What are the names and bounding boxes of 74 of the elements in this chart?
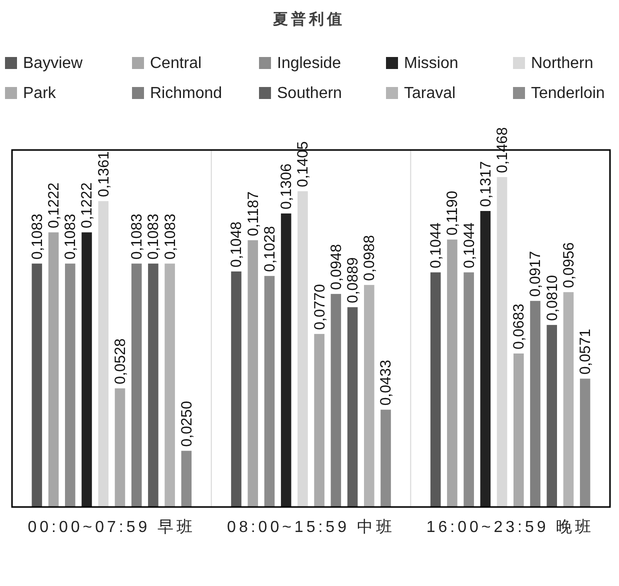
bar bbox=[580, 378, 590, 507]
legend-label: Northern bbox=[531, 55, 594, 72]
data-label: 0,0433 bbox=[378, 360, 395, 406]
bar bbox=[546, 324, 558, 507]
data-label: 0,1187 bbox=[244, 191, 262, 236]
bar bbox=[380, 410, 391, 507]
bar bbox=[447, 240, 458, 507]
bar bbox=[114, 388, 126, 507]
data-label: 0,0250 bbox=[178, 400, 196, 447]
legend-label: Bayview bbox=[23, 55, 84, 72]
bar bbox=[231, 271, 242, 507]
legend-label: Taraval bbox=[404, 85, 456, 102]
data-label: 0,1048 bbox=[228, 222, 246, 268]
legend-label: Mission bbox=[404, 55, 458, 72]
bar bbox=[98, 201, 109, 507]
data-label: 0,1044 bbox=[428, 222, 445, 268]
data-label: 0,1083 bbox=[162, 214, 179, 260]
bar bbox=[164, 264, 175, 507]
bar bbox=[64, 264, 76, 507]
bar bbox=[464, 272, 474, 507]
x-tick-label: 00:00~07:59 早班 bbox=[26, 518, 197, 538]
bar bbox=[32, 264, 42, 507]
legend-label: Park bbox=[23, 85, 57, 102]
data-label: 0,1468 bbox=[494, 127, 512, 174]
data-label: 0,0770 bbox=[311, 284, 328, 330]
bar bbox=[48, 232, 59, 507]
bar bbox=[347, 307, 358, 507]
x-tick-label: 08:00~15:59 中班 bbox=[226, 518, 396, 538]
data-label: 0,1083 bbox=[128, 214, 146, 260]
data-label: 0,1083 bbox=[62, 214, 80, 260]
data-label: 0,0810 bbox=[544, 275, 561, 321]
legend-label: Southern bbox=[277, 85, 342, 102]
data-label: 0,1044 bbox=[460, 222, 478, 268]
bar bbox=[530, 300, 540, 507]
legend-label: Tenderloin bbox=[531, 85, 605, 102]
bar bbox=[480, 210, 491, 507]
data-label: 0,1083 bbox=[28, 214, 46, 260]
bar bbox=[330, 294, 342, 507]
data-label: 0,1083 bbox=[145, 214, 162, 260]
data-label: 0,0683 bbox=[510, 304, 528, 350]
bar bbox=[131, 264, 142, 507]
bar bbox=[430, 272, 441, 507]
bar bbox=[298, 191, 308, 507]
bar bbox=[496, 177, 508, 507]
data-label: 0,1306 bbox=[278, 164, 296, 210]
legend-label: Richmond bbox=[150, 85, 222, 102]
x-tick-label: 16:00~23:59 晚班 bbox=[425, 518, 596, 538]
legend-label: Central bbox=[150, 55, 202, 72]
data-label: 0,0948 bbox=[328, 244, 345, 290]
data-label: 0,0889 bbox=[344, 257, 362, 304]
data-label: 0,0917 bbox=[527, 251, 544, 297]
data-label: 0,0988 bbox=[361, 235, 378, 281]
data-label: 0,1222 bbox=[46, 182, 63, 228]
legend-label: Ingleside bbox=[277, 55, 342, 72]
bar bbox=[82, 232, 92, 507]
data-label: 0,0956 bbox=[560, 242, 578, 288]
bar bbox=[248, 240, 258, 507]
bar bbox=[513, 353, 524, 507]
data-label: 0,1190 bbox=[444, 190, 462, 236]
data-label: 0,0571 bbox=[577, 328, 594, 375]
bar bbox=[314, 334, 324, 507]
data-label: 0,1028 bbox=[261, 226, 278, 272]
bar bbox=[148, 264, 158, 507]
bar bbox=[563, 292, 574, 507]
bar bbox=[264, 276, 275, 507]
data-label: 0,1222 bbox=[78, 182, 96, 228]
bar bbox=[181, 450, 192, 507]
chart-title: 夏普利值 bbox=[272, 10, 345, 28]
bar bbox=[364, 284, 374, 507]
data-label: 0,1317 bbox=[477, 161, 494, 207]
bar bbox=[280, 213, 292, 507]
data-label: 0,1361 bbox=[95, 151, 112, 198]
data-label: 0,1405 bbox=[294, 141, 312, 188]
data-label: 0,0528 bbox=[112, 338, 129, 384]
